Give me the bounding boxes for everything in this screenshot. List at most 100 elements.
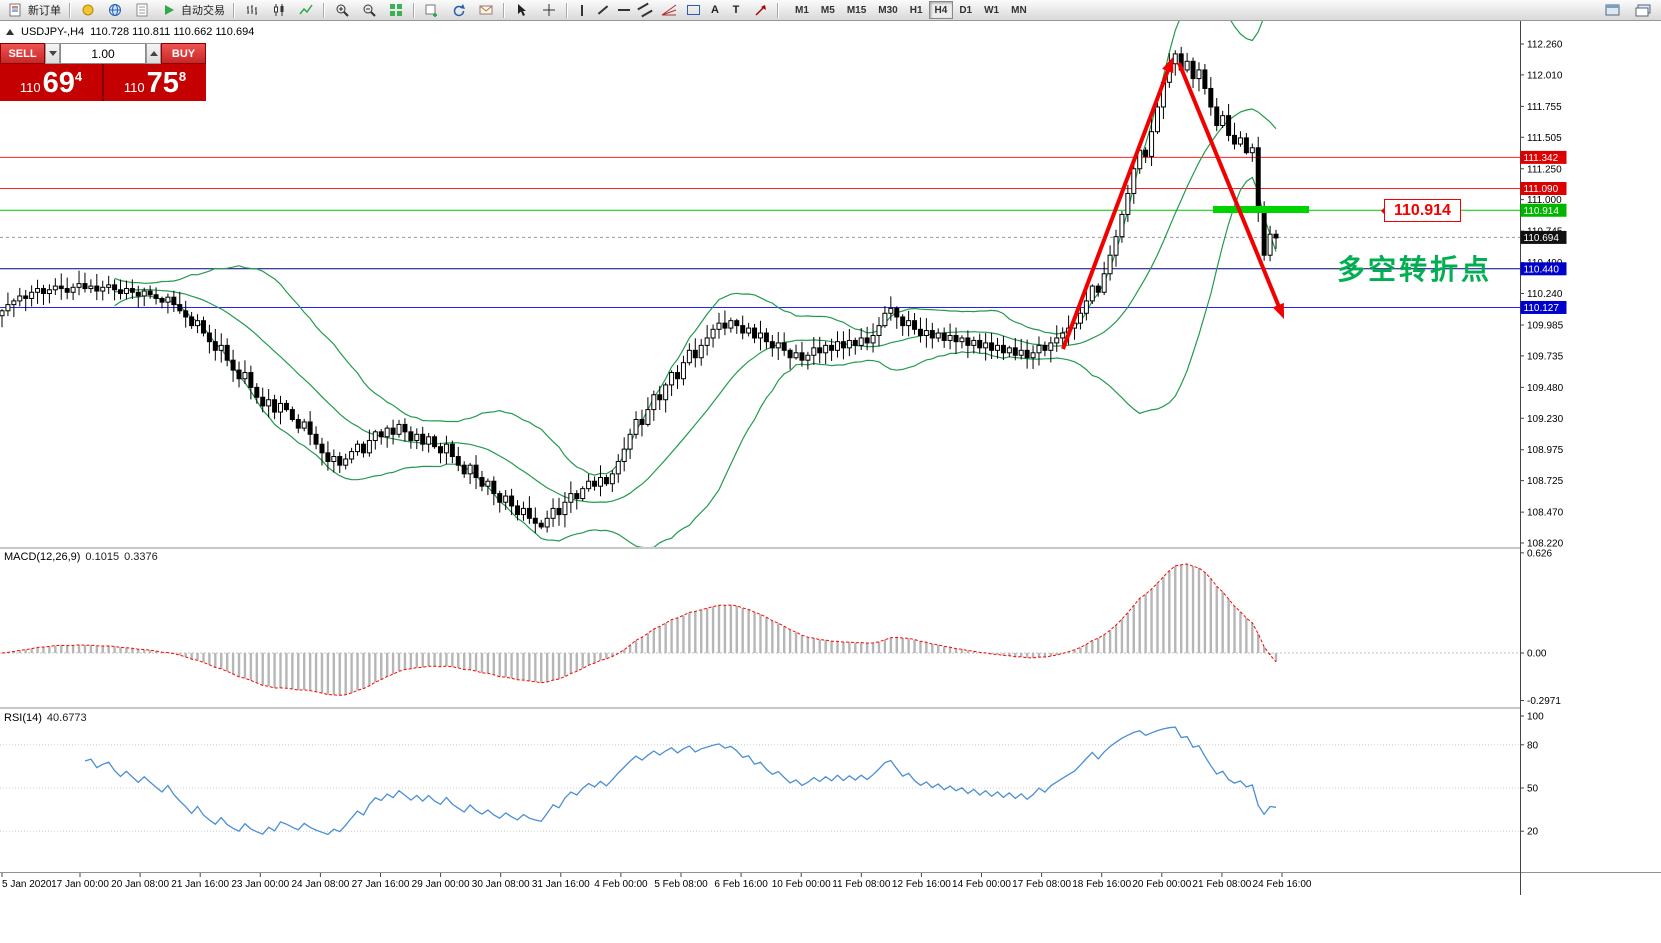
document-button[interactable] [129, 1, 155, 19]
svg-text:31 Jan 16:00: 31 Jan 16:00 [532, 879, 590, 890]
window-cascade-button[interactable] [1630, 1, 1656, 19]
shapes-icon [687, 5, 700, 15]
svg-text:18 Feb 16:00: 18 Feb 16:00 [1072, 879, 1131, 890]
tile-windows-icon [387, 2, 405, 18]
arrow-tool-button[interactable] [747, 1, 773, 19]
text-tool-button[interactable]: A [705, 1, 725, 19]
new-window-icon [1604, 2, 1622, 18]
lightbulb-icon [79, 2, 97, 18]
macd-axis: 0.626 0.00 -0.2971 [1520, 548, 1561, 707]
text-tool-icon: A [711, 4, 719, 16]
add-chart-button[interactable] [419, 1, 445, 19]
svg-text:108.975: 108.975 [1527, 445, 1564, 456]
buy-button[interactable]: BUY [161, 43, 206, 64]
label-tool-icon: T [732, 4, 740, 16]
one-click-trade-panel: SELL BUY 110 69 4 110 75 8 [0, 43, 206, 101]
rsi-name: RSI(14) [4, 712, 42, 724]
svg-text:21 Feb 08:00: 21 Feb 08:00 [1192, 879, 1251, 890]
trendline-button[interactable] [593, 1, 613, 19]
svg-text:110.914: 110.914 [1524, 206, 1560, 217]
svg-text:108.220: 108.220 [1527, 539, 1564, 550]
chart-symbol-period: USDJPY-,H4 [21, 26, 85, 38]
shapes-button[interactable] [683, 1, 704, 19]
channel-button[interactable] [635, 1, 655, 19]
volume-input[interactable] [60, 43, 146, 64]
svg-text:17 Jan 00:00: 17 Jan 00:00 [51, 879, 109, 890]
crosshair-button[interactable] [536, 1, 562, 19]
svg-text:20: 20 [1527, 827, 1539, 838]
globe-button[interactable] [102, 1, 128, 19]
svg-text:109.985: 109.985 [1527, 320, 1564, 331]
mail-button[interactable] [473, 1, 499, 19]
arrow-tool-icon [751, 2, 769, 18]
svg-text:109.230: 109.230 [1527, 414, 1564, 425]
sell-price-display[interactable]: 110 69 4 [0, 64, 104, 101]
svg-text:108.725: 108.725 [1527, 476, 1564, 487]
toolbar: 新订单 自动交易 A T M1 M5 M15 M30 H1 H4 D1 W1 MN [0, 0, 1661, 21]
svg-text:108.470: 108.470 [1527, 508, 1564, 519]
timeframe-button-MN[interactable]: MN [1011, 4, 1027, 16]
candlestick-chart-button[interactable] [266, 1, 292, 19]
vertical-line-button[interactable] [572, 1, 592, 19]
toolbar-separator [69, 2, 71, 18]
price-callout-label[interactable]: 110.914 [1381, 199, 1461, 222]
svg-text:21 Jan 16:00: 21 Jan 16:00 [171, 879, 229, 890]
toolbar-separator [323, 2, 325, 18]
auto-trading-button[interactable]: 自动交易 [156, 1, 229, 19]
macd-name: MACD(12,26,9) [4, 551, 81, 563]
zoom-out-button[interactable] [356, 1, 382, 19]
lightbulb-button[interactable] [75, 1, 101, 19]
svg-text:30 Jan 08:00: 30 Jan 08:00 [472, 879, 530, 890]
svg-text:5 Feb 08:00: 5 Feb 08:00 [654, 879, 708, 890]
svg-text:50: 50 [1527, 784, 1539, 795]
volume-down-button[interactable] [45, 43, 60, 64]
price-tag: 111.342 [1520, 150, 1567, 164]
timeframe-button-H1[interactable]: H1 [909, 4, 923, 16]
svg-text:17 Feb 08:00: 17 Feb 08:00 [1012, 879, 1071, 890]
chart-menu-icon[interactable] [6, 28, 15, 36]
timeframe-button-H4[interactable]: H4 [928, 1, 954, 19]
timeframe-button-M15[interactable]: M15 [846, 4, 867, 16]
refresh-icon [450, 2, 468, 18]
svg-text:-0.2971: -0.2971 [1527, 696, 1561, 707]
buy-price-display[interactable]: 110 75 8 [104, 64, 206, 101]
svg-text:112.010: 112.010 [1527, 70, 1563, 81]
timeframe-button-M1[interactable]: M1 [795, 4, 809, 16]
new-order-button[interactable]: 新订单 [3, 1, 65, 19]
timeframe-button-W1[interactable]: W1 [984, 4, 1000, 16]
svg-text:6 Feb 16:00: 6 Feb 16:00 [714, 879, 768, 890]
zoom-in-button[interactable] [329, 1, 355, 19]
fibonacci-button[interactable] [656, 1, 682, 19]
svg-text:109.735: 109.735 [1527, 351, 1564, 362]
timeframe-button-D1[interactable]: D1 [959, 4, 973, 16]
tile-windows-button[interactable] [383, 1, 409, 19]
turning-point-note[interactable]: 多空转折点 [1337, 254, 1493, 285]
timeframe-button-M30[interactable]: M30 [878, 4, 898, 16]
sell-button[interactable]: SELL [0, 43, 45, 64]
svg-text:12 Feb 16:00: 12 Feb 16:00 [892, 879, 951, 890]
new-window-button[interactable] [1600, 1, 1626, 19]
svg-text:10 Feb 00:00: 10 Feb 00:00 [772, 879, 831, 890]
svg-text:111.342: 111.342 [1524, 153, 1559, 164]
window-cascade-icon [1634, 2, 1652, 18]
buy-price-main: 110 [123, 80, 145, 95]
line-chart-button[interactable] [293, 1, 319, 19]
trendline-icon [597, 5, 609, 15]
svg-text:80: 80 [1527, 740, 1539, 751]
horizontal-line-button[interactable] [614, 1, 634, 19]
svg-text:14 Feb 00:00: 14 Feb 00:00 [952, 879, 1011, 890]
fibonacci-icon [660, 2, 678, 18]
cursor-button[interactable] [509, 1, 535, 19]
timeframe-toolbar: M1 M5 M15 M30 H1 H4 D1 W1 MN [789, 1, 1033, 19]
volume-up-button[interactable] [146, 43, 161, 64]
label-tool-button[interactable]: T [726, 1, 746, 19]
zoom-out-icon [360, 2, 378, 18]
svg-text:11 Feb 08:00: 11 Feb 08:00 [832, 879, 891, 890]
svg-text:4 Feb 00:00: 4 Feb 00:00 [594, 879, 648, 890]
bar-chart-button[interactable] [239, 1, 265, 19]
document-icon [133, 2, 151, 18]
refresh-button[interactable] [446, 1, 472, 19]
timeframe-button-M5[interactable]: M5 [820, 4, 835, 16]
svg-text:29 Jan 00:00: 29 Jan 00:00 [412, 879, 470, 890]
